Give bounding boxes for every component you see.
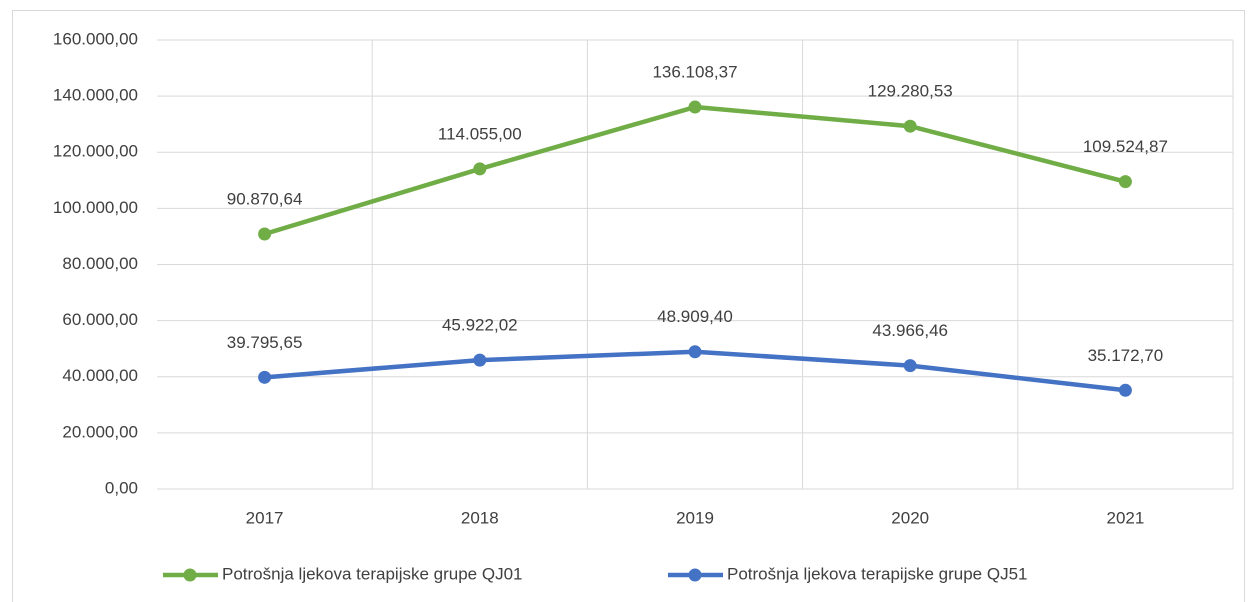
y-tick-label: 120.000,00 bbox=[53, 142, 138, 161]
y-tick-label: 140.000,00 bbox=[53, 86, 138, 105]
legend-label: Potrošnja ljekova terapijske grupe QJ01 bbox=[222, 564, 523, 583]
data-point bbox=[1118, 175, 1132, 189]
y-tick-label: 100.000,00 bbox=[53, 198, 138, 217]
data-label: 109.524,87 bbox=[1083, 137, 1168, 156]
data-point bbox=[688, 100, 702, 114]
x-tick-label: 2017 bbox=[246, 508, 284, 527]
y-tick-label: 20.000,00 bbox=[62, 422, 138, 441]
data-point bbox=[903, 119, 917, 133]
data-label: 39.795,65 bbox=[227, 333, 303, 352]
y-tick-label: 60.000,00 bbox=[62, 310, 138, 329]
data-label: 90.870,64 bbox=[227, 189, 303, 208]
data-point bbox=[258, 370, 272, 384]
x-tick-label: 2019 bbox=[676, 508, 714, 527]
data-point bbox=[258, 227, 272, 241]
y-tick-label: 160.000,00 bbox=[53, 29, 138, 48]
data-point bbox=[1118, 383, 1132, 397]
data-label: 45.922,02 bbox=[442, 316, 518, 335]
data-label: 129.280,53 bbox=[868, 82, 953, 101]
y-tick-label: 80.000,00 bbox=[62, 254, 138, 273]
x-tick-label: 2018 bbox=[461, 508, 499, 527]
data-point bbox=[473, 353, 487, 367]
data-label: 114.055,00 bbox=[438, 124, 522, 143]
data-label: 43.966,46 bbox=[872, 321, 948, 340]
data-label: 35.172,70 bbox=[1088, 346, 1164, 365]
data-label: 136.108,37 bbox=[652, 63, 737, 82]
legend-marker bbox=[688, 568, 702, 582]
data-point bbox=[473, 162, 487, 176]
data-point bbox=[903, 359, 917, 373]
x-tick-label: 2021 bbox=[1106, 508, 1144, 527]
x-tick-label: 2020 bbox=[891, 508, 929, 527]
data-point bbox=[688, 345, 702, 359]
chart-border bbox=[12, 10, 1245, 602]
data-label: 48.909,40 bbox=[657, 307, 733, 326]
legend-marker bbox=[183, 568, 197, 582]
y-tick-label: 40.000,00 bbox=[62, 366, 138, 385]
y-tick-label: 0,00 bbox=[105, 478, 138, 497]
legend-label: Potrošnja ljekova terapijske grupe QJ51 bbox=[727, 564, 1028, 583]
